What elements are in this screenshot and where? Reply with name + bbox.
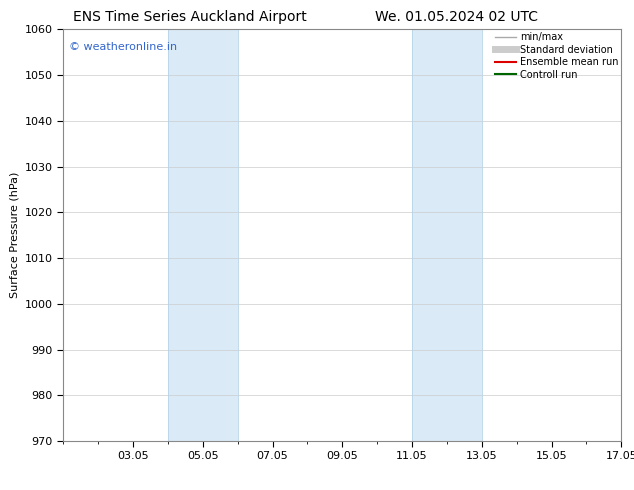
Bar xyxy=(412,29,482,441)
Text: © weatheronline.in: © weatheronline.in xyxy=(69,42,177,52)
Y-axis label: Surface Pressure (hPa): Surface Pressure (hPa) xyxy=(10,172,19,298)
Text: We. 01.05.2024 02 UTC: We. 01.05.2024 02 UTC xyxy=(375,10,538,24)
Text: ENS Time Series Auckland Airport: ENS Time Series Auckland Airport xyxy=(74,10,307,24)
Legend: min/max, Standard deviation, Ensemble mean run, Controll run: min/max, Standard deviation, Ensemble me… xyxy=(494,31,619,80)
Bar xyxy=(168,29,238,441)
